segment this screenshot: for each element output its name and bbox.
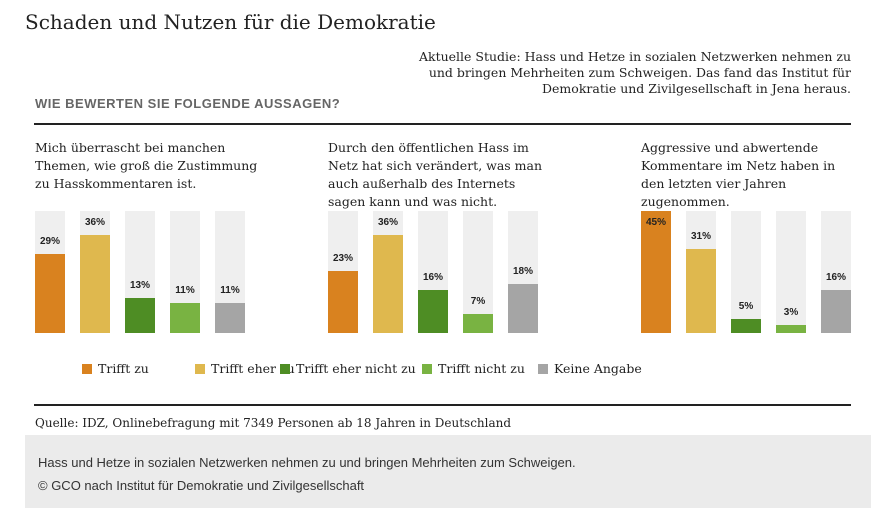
data-label: 18% [512, 266, 533, 278]
data-label: 13% [129, 279, 150, 291]
bar [686, 248, 716, 333]
data-label: 7% [470, 296, 486, 308]
data-label: 11% [220, 285, 240, 297]
bar [35, 254, 65, 333]
data-label: 16% [422, 271, 443, 283]
legend-swatch [422, 363, 432, 374]
legend-label: Trifft zu [98, 361, 149, 376]
divider [34, 404, 851, 406]
legend-swatch [280, 363, 290, 374]
bar [821, 289, 851, 333]
caption-credit: © GCO nach Institut für Demokratie und Z… [38, 478, 365, 493]
bar [125, 297, 155, 333]
data-label: 23% [332, 252, 353, 264]
intro-text: Aktuelle Studie: Hass und Hetze in sozia… [418, 49, 851, 96]
legend-item-trifft-zu: Trifft zu [82, 361, 149, 376]
bar [463, 314, 493, 333]
bar [731, 319, 761, 333]
data-label: 29% [39, 236, 60, 248]
data-label: 36% [84, 217, 105, 229]
statement-2: Durch den öffentlichen Hass im Netz hat … [328, 140, 543, 209]
legend-swatch [538, 363, 548, 374]
bar [641, 211, 671, 333]
caption-box: Hass und Hetze in sozialen Netzwerken ne… [25, 435, 871, 508]
data-label: 11% [175, 285, 195, 297]
bar [776, 324, 806, 333]
divider [34, 123, 851, 125]
data-label: 5% [738, 301, 754, 313]
bar [215, 303, 245, 333]
data-label: 36% [377, 217, 398, 229]
bar [170, 303, 200, 333]
legend-label: Trifft eher nicht zu [296, 361, 416, 376]
legend-label: Trifft eher zu [211, 361, 295, 376]
bar [373, 235, 403, 333]
statement-1: Mich überrascht bei manchen Themen, wie … [35, 140, 258, 191]
data-label: 45% [645, 217, 666, 228]
question-heading: WIE BEWERTEN SIE FOLGENDE AUSSAGEN? [35, 96, 341, 111]
data-label: 16% [825, 271, 846, 283]
legend-label: Keine Angabe [554, 361, 642, 376]
legend-item-trifft-nicht-zu: Trifft nicht zu [422, 361, 525, 376]
legend-label: Trifft nicht zu [438, 361, 525, 376]
bar-track [731, 211, 761, 333]
data-label: 3% [783, 306, 799, 318]
source-note: Quelle: IDZ, Onlinebefragung mit 7349 Pe… [35, 416, 512, 430]
bar [508, 284, 538, 333]
caption-text: Hass und Hetze in sozialen Netzwerken ne… [38, 455, 576, 470]
legend-item-keine-angabe: Keine Angabe [538, 361, 642, 376]
legend-item-trifft-eher-nicht-zu: Trifft eher nicht zu [280, 361, 416, 376]
page-title: Schaden und Nutzen für die Demokratie [25, 10, 436, 34]
bar [418, 289, 448, 333]
statement-3: Aggressive und abwertende Kommentare im … [641, 140, 836, 209]
legend-swatch [82, 363, 92, 374]
bar [80, 235, 110, 333]
bar-track [463, 211, 493, 333]
legend-item-trifft-eher-zu: Trifft eher zu [195, 361, 295, 376]
bar-track [776, 211, 806, 333]
legend-swatch [195, 363, 205, 374]
bar [328, 270, 358, 333]
data-label: 31% [690, 230, 711, 242]
